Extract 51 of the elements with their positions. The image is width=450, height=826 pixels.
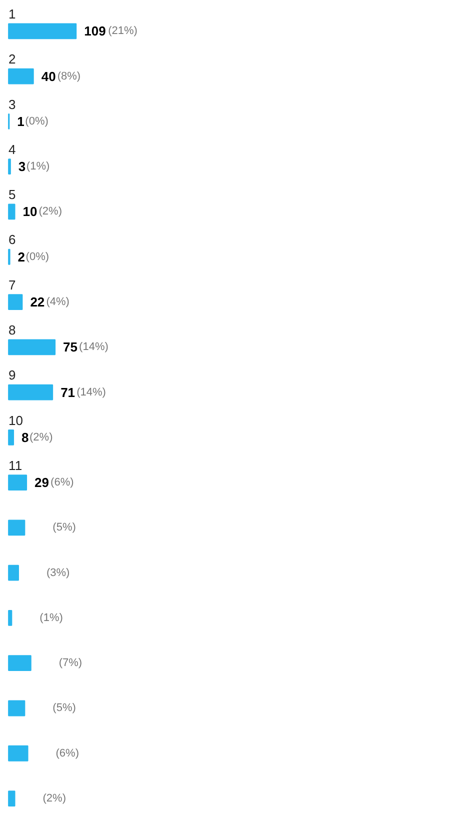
annotation: (1%) xyxy=(26,160,50,173)
y-tick-label: 7 xyxy=(8,277,16,292)
bar xyxy=(8,790,16,806)
bar xyxy=(8,429,14,446)
y-tick-label: 10 xyxy=(8,412,24,428)
annotation: (4%) xyxy=(46,296,70,308)
y-tick-label: 5 xyxy=(8,187,16,202)
annotation: (6%) xyxy=(50,476,74,489)
bar xyxy=(8,68,34,84)
annotation: (21%) xyxy=(108,25,138,38)
bar xyxy=(8,23,77,40)
annotation: (2%) xyxy=(42,792,66,805)
data-label: 40 xyxy=(41,68,56,84)
bar xyxy=(8,610,12,626)
annotation: (8%) xyxy=(57,70,81,82)
bar xyxy=(8,564,19,581)
data-label: 75 xyxy=(63,340,78,355)
y-tick-label: 11 xyxy=(8,458,22,473)
data-label: 29 xyxy=(34,475,49,490)
bar xyxy=(8,339,56,356)
y-tick-label: 4 xyxy=(8,142,16,157)
y-tick-label: 9 xyxy=(8,368,16,383)
data-label: 22 xyxy=(30,294,45,310)
y-tick-label: 8 xyxy=(8,322,16,338)
annotation: (14%) xyxy=(79,341,108,354)
annotation: (0%) xyxy=(25,115,48,128)
annotation: (5%) xyxy=(52,522,76,534)
annotation: (2%) xyxy=(30,431,53,444)
data-label: 109 xyxy=(84,24,106,39)
bar xyxy=(8,655,32,672)
annotation: (3%) xyxy=(46,566,70,579)
annotation: (0%) xyxy=(26,250,50,263)
data-label: 71 xyxy=(60,384,76,400)
annotation: (6%) xyxy=(56,747,80,760)
data-label: 10 xyxy=(22,204,38,220)
bar xyxy=(8,384,54,400)
y-tick-label: 2 xyxy=(8,52,16,67)
y-tick-label: 3 xyxy=(8,96,16,112)
annotation: (7%) xyxy=(58,657,82,670)
y-tick-label: 6 xyxy=(8,232,16,248)
bar xyxy=(8,520,26,536)
annotation: (5%) xyxy=(52,702,76,714)
bar xyxy=(8,204,16,220)
bar xyxy=(8,474,28,491)
bar xyxy=(8,745,28,762)
annotation: (2%) xyxy=(38,206,62,218)
annotation: (14%) xyxy=(76,386,106,398)
bar xyxy=(8,294,23,310)
annotation: (1%) xyxy=(40,612,63,624)
y-tick-label: 1 xyxy=(8,6,16,22)
bar xyxy=(8,700,26,716)
